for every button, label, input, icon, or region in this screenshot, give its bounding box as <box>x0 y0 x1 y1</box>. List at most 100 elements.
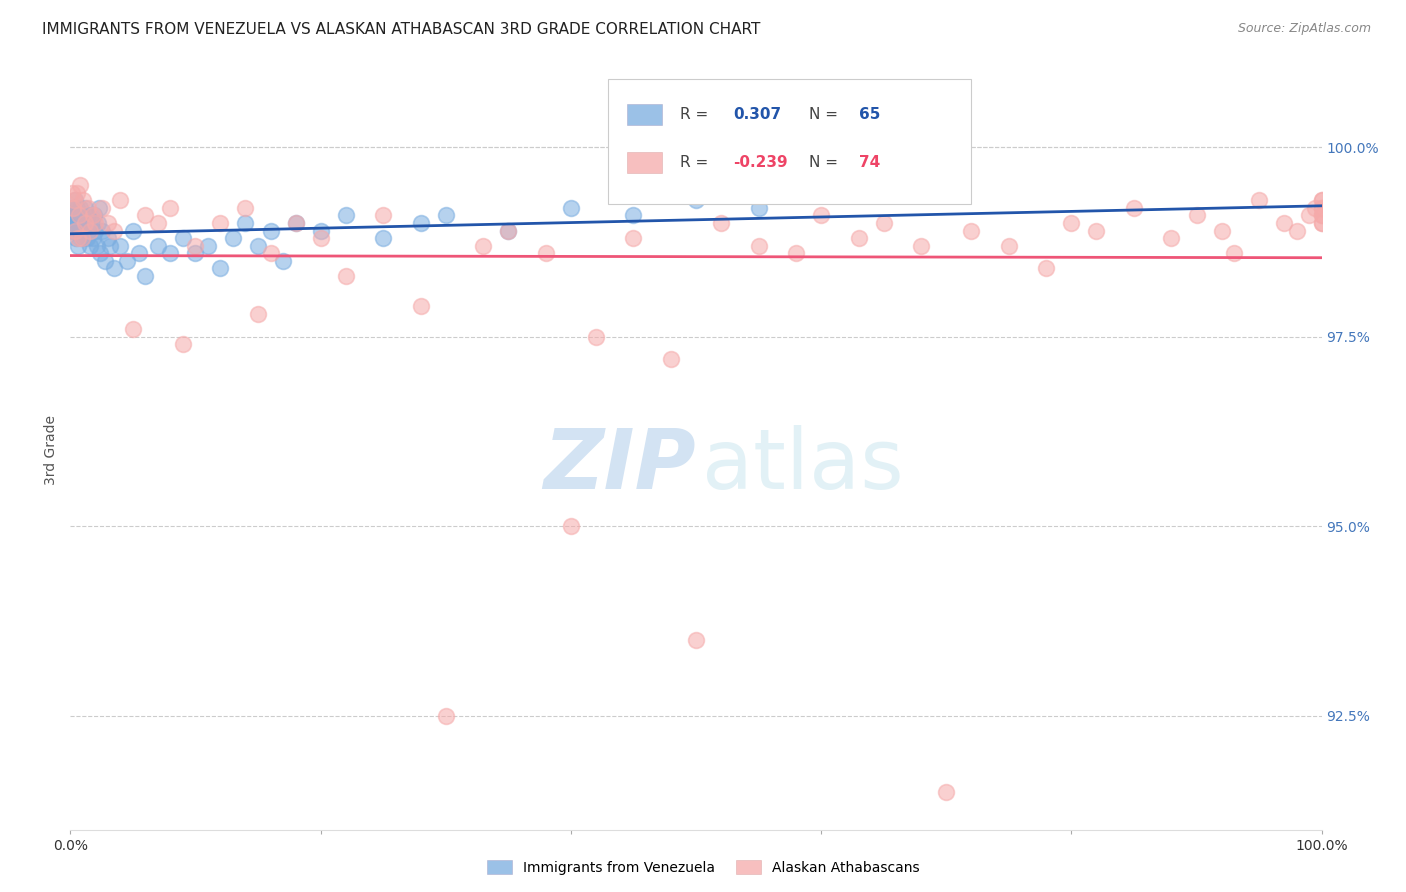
Point <box>247 307 270 321</box>
Point <box>247 238 270 252</box>
Point <box>94 253 117 268</box>
Text: Source: ZipAtlas.com: Source: ZipAtlas.com <box>1237 22 1371 36</box>
Point <box>146 238 169 252</box>
Point <box>67 208 90 222</box>
Point <box>848 231 870 245</box>
Point <box>66 201 89 215</box>
Point <box>1305 201 1327 215</box>
Point <box>134 208 156 222</box>
Point <box>621 231 644 245</box>
Bar <box>627 152 662 173</box>
Point <box>65 216 87 230</box>
Point <box>1122 201 1144 215</box>
Point <box>1211 223 1233 237</box>
Point <box>115 253 138 268</box>
Point <box>371 208 394 222</box>
Point <box>621 208 644 222</box>
Point <box>284 216 307 230</box>
Point <box>70 216 93 230</box>
Point <box>70 208 93 222</box>
Point <box>128 246 150 260</box>
Point <box>65 208 87 222</box>
Point <box>309 223 332 237</box>
Point <box>371 231 394 245</box>
Point <box>685 632 707 647</box>
Point <box>1085 223 1108 237</box>
Point <box>80 216 103 230</box>
Point <box>184 246 207 260</box>
Point <box>1310 216 1333 230</box>
Point <box>75 201 97 215</box>
Point <box>498 223 520 237</box>
Point <box>785 246 807 260</box>
Point <box>1310 201 1333 215</box>
Point <box>309 231 332 245</box>
Point <box>70 231 93 245</box>
Point <box>62 201 84 215</box>
Point <box>62 223 84 237</box>
Point <box>98 238 121 252</box>
Text: N =: N = <box>808 107 842 122</box>
Point <box>60 208 83 222</box>
Point <box>97 231 120 245</box>
Legend: Immigrants from Venezuela, Alaskan Athabascans: Immigrants from Venezuela, Alaskan Athab… <box>481 855 925 880</box>
Text: R =: R = <box>679 107 713 122</box>
Point <box>259 246 281 260</box>
Point <box>76 201 98 215</box>
Point <box>209 261 232 276</box>
Text: 74: 74 <box>859 155 880 169</box>
Text: R =: R = <box>679 155 713 169</box>
Point <box>90 223 112 237</box>
Point <box>110 238 132 252</box>
Point <box>79 223 101 237</box>
Point <box>1310 208 1333 222</box>
Point <box>60 216 83 230</box>
Point <box>1298 208 1320 222</box>
Point <box>222 231 245 245</box>
Point <box>82 231 104 245</box>
Point <box>1223 246 1246 260</box>
Point <box>134 268 156 283</box>
Point <box>90 201 112 215</box>
Point <box>184 238 207 252</box>
Text: ZIP: ZIP <box>543 425 696 506</box>
Point <box>197 238 219 252</box>
Point <box>65 231 87 245</box>
Point <box>1310 208 1333 222</box>
Point <box>76 231 98 245</box>
Point <box>872 216 894 230</box>
Point <box>659 352 682 367</box>
Point <box>560 519 582 533</box>
Y-axis label: 3rd Grade: 3rd Grade <box>45 416 59 485</box>
Point <box>409 216 432 230</box>
Point <box>121 223 145 237</box>
Point <box>69 201 91 215</box>
Point <box>284 216 307 230</box>
Point <box>66 231 89 245</box>
Point <box>77 223 100 237</box>
Point <box>87 201 110 215</box>
Text: IMMIGRANTS FROM VENEZUELA VS ALASKAN ATHABASCAN 3RD GRADE CORRELATION CHART: IMMIGRANTS FROM VENEZUELA VS ALASKAN ATH… <box>42 22 761 37</box>
Point <box>209 216 232 230</box>
Point <box>409 299 432 313</box>
FancyBboxPatch shape <box>609 79 972 204</box>
Point <box>121 322 145 336</box>
Point <box>84 216 107 230</box>
Text: 65: 65 <box>859 107 880 122</box>
Point <box>75 216 97 230</box>
Point <box>110 193 132 207</box>
Point <box>159 246 181 260</box>
Point <box>172 231 194 245</box>
Point <box>82 208 104 222</box>
Point <box>259 223 281 237</box>
Point <box>146 216 169 230</box>
Point <box>1249 193 1271 207</box>
Point <box>1272 216 1295 230</box>
Point <box>67 216 90 230</box>
Text: atlas: atlas <box>702 425 904 506</box>
Point <box>1060 216 1083 230</box>
Point <box>1310 193 1333 207</box>
Point <box>79 238 101 252</box>
Point <box>810 208 832 222</box>
Point <box>560 201 582 215</box>
